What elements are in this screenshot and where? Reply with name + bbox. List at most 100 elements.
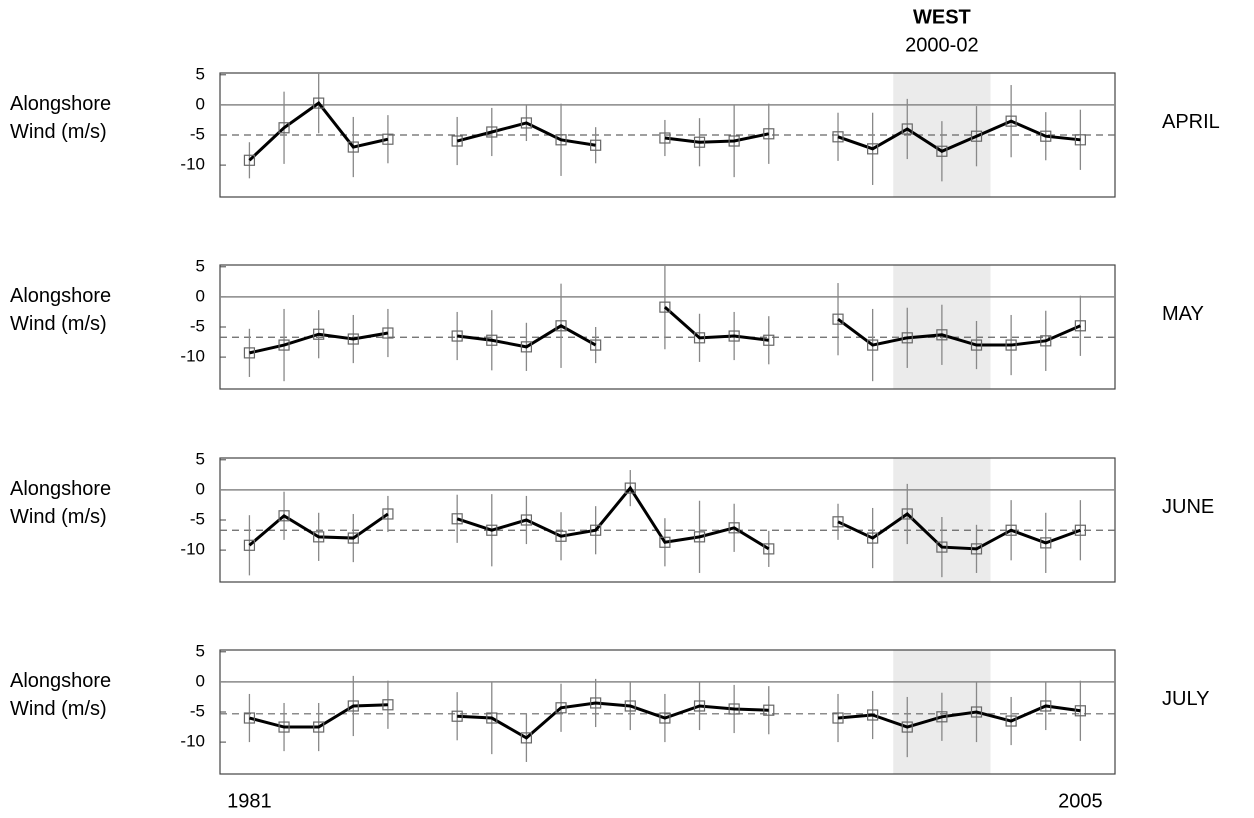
marker (243, 154, 256, 166)
marker (693, 332, 706, 344)
panel-label: JULY (1162, 688, 1209, 710)
plot-area (243, 265, 1086, 382)
marker (486, 126, 498, 138)
line (249, 703, 388, 729)
y-tick-label: 0 (196, 671, 205, 690)
marker (347, 333, 359, 345)
marker (520, 117, 533, 129)
marker (520, 514, 533, 526)
panel: 5 0 -5 -10 Alongshore Wind (m/s) JUNE (10, 449, 1214, 583)
marker (867, 532, 879, 544)
marker (763, 334, 775, 346)
marker (555, 134, 567, 146)
marker (486, 712, 498, 724)
marker (728, 703, 740, 715)
marker (555, 320, 567, 332)
marker (693, 531, 706, 543)
line (664, 132, 770, 144)
y-axis-label: Alongshore (10, 670, 111, 692)
marker (936, 711, 948, 723)
y-tick-label: -5 (190, 509, 205, 528)
marker (451, 330, 463, 342)
marker (970, 543, 983, 555)
marker (728, 135, 740, 147)
y-axis-label: Alongshore (10, 478, 111, 500)
y-tick-label: -10 (180, 347, 205, 366)
marker (624, 700, 636, 712)
marker (867, 143, 879, 155)
marker (486, 334, 498, 346)
marker (659, 712, 671, 724)
panel-label: JUNE (1162, 496, 1214, 518)
marker (832, 712, 844, 724)
marker (728, 522, 740, 534)
y-tick-label: 0 (196, 286, 205, 305)
marker (728, 330, 740, 342)
marker (936, 145, 948, 157)
marker (1005, 715, 1017, 727)
marker (278, 510, 290, 522)
marker (347, 141, 359, 153)
line (837, 704, 1081, 729)
x-tick-label: 1981 (227, 790, 272, 812)
y-tick-label: -5 (190, 316, 205, 335)
line (837, 512, 1081, 551)
marker (555, 702, 567, 714)
marker (832, 516, 844, 528)
marker (867, 339, 879, 351)
marker (832, 313, 844, 325)
marker (382, 327, 394, 339)
marker (901, 123, 913, 135)
marker (693, 136, 706, 148)
line (837, 119, 1081, 153)
marker (1074, 320, 1086, 332)
line (456, 485, 770, 551)
plot-area (243, 470, 1086, 578)
marker (313, 328, 325, 340)
marker (1040, 700, 1052, 712)
marker (659, 301, 671, 313)
line (837, 317, 1081, 347)
plot-area (243, 675, 1086, 762)
marker (1040, 335, 1052, 347)
marker (555, 530, 567, 542)
marker (486, 524, 498, 536)
marker (451, 135, 463, 147)
plot-area (243, 73, 1086, 185)
marker (382, 508, 394, 520)
marker (313, 721, 325, 733)
marker (763, 543, 775, 555)
marker (520, 341, 533, 353)
y-tick-label: -10 (180, 732, 205, 751)
marker (970, 706, 983, 718)
marker (1005, 339, 1017, 351)
x-tick-label: 2005 (1058, 790, 1103, 812)
marker (832, 131, 844, 143)
marker (1074, 705, 1086, 717)
marker (867, 709, 879, 721)
marker (243, 347, 256, 359)
marker (624, 482, 636, 494)
panel-label: APRIL (1162, 111, 1220, 133)
marker (278, 339, 290, 351)
marker (313, 97, 325, 109)
y-tick-label: 5 (196, 64, 205, 83)
marker (970, 339, 983, 351)
marker (451, 513, 463, 525)
line (249, 331, 389, 355)
y-tick-label: 5 (196, 449, 205, 468)
marker (278, 721, 290, 733)
y-tick-label: 5 (196, 641, 205, 660)
marker (901, 721, 913, 733)
line (248, 101, 389, 162)
marker (901, 508, 913, 520)
y-tick-label: -10 (180, 155, 205, 174)
line (663, 306, 769, 342)
marker (936, 329, 948, 341)
marker (693, 700, 706, 712)
marker (1005, 115, 1017, 127)
y-tick-label: 0 (196, 479, 205, 498)
panel-label: MAY (1162, 303, 1204, 325)
line (457, 701, 769, 740)
